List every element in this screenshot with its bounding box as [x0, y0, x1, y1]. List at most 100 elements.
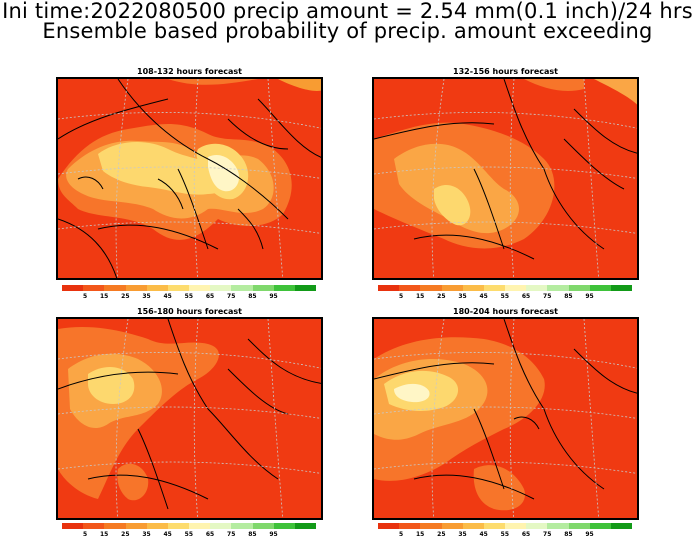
colorbar-label: 95 — [269, 531, 278, 538]
colorbar-swatch — [294, 285, 317, 291]
colorbar-swatch — [210, 523, 232, 529]
colorbar-swatch — [62, 523, 84, 529]
colorbar-label: 5 — [398, 293, 404, 300]
colorbar-swatch — [167, 523, 190, 529]
colorbar-swatch — [610, 285, 633, 291]
colorbar-swatch — [483, 285, 506, 291]
colorbar-swatch — [483, 523, 506, 529]
colorbar-4-swatches — [378, 523, 633, 529]
main-subtitle: Ensemble based probability of precip. am… — [42, 19, 653, 43]
colorbar-swatch — [83, 285, 105, 291]
colorbar-swatch — [189, 523, 211, 529]
colorbar-label: 75 — [227, 531, 236, 538]
colorbar-swatch — [252, 523, 274, 529]
main-title: Ini time:2022080500 precip amount = 2.54… — [2, 0, 693, 23]
colorbar-label: 45 — [479, 293, 488, 300]
colorbar-label: 75 — [543, 293, 552, 300]
colorbar-swatch — [378, 523, 400, 529]
colorbar-swatch — [210, 285, 232, 291]
colorbar-label: 45 — [163, 293, 172, 300]
colorbar-swatch — [104, 523, 126, 529]
colorbar-swatch — [462, 523, 484, 529]
colorbar-label: 55 — [500, 293, 510, 300]
colorbar-label: 35 — [458, 531, 467, 538]
panel-1-map-graphic — [58, 79, 321, 278]
colorbar-swatch — [125, 285, 147, 291]
colorbar-label: 25 — [121, 293, 130, 300]
colorbar-label: 65 — [521, 531, 531, 538]
colorbar-label: 95 — [269, 293, 278, 300]
colorbar-label: 35 — [458, 293, 467, 300]
panel-2-map — [372, 77, 639, 280]
colorbar-swatch — [589, 285, 611, 291]
colorbar-3-swatches — [62, 523, 317, 529]
colorbar-label: 5 — [82, 531, 88, 538]
colorbar-2: 5 15 25 35 45 55 65 75 85 95 — [378, 285, 633, 301]
colorbar-label: 65 — [205, 531, 215, 538]
colorbar-label: 45 — [163, 531, 172, 538]
colorbar-label: 65 — [205, 293, 215, 300]
colorbar-swatch — [62, 285, 84, 291]
colorbar-1: 5 15 25 35 45 55 65 75 85 95 — [62, 285, 317, 301]
colorbar-label: 5 — [398, 531, 404, 538]
colorbar-label: 85 — [564, 531, 573, 538]
colorbar-label: 55 — [500, 531, 510, 538]
colorbar-swatch — [610, 523, 633, 529]
colorbar-swatch — [273, 285, 295, 291]
colorbar-swatch — [589, 523, 611, 529]
colorbar-swatch — [568, 523, 590, 529]
colorbar-swatch — [104, 285, 126, 291]
colorbar-swatch — [526, 523, 548, 529]
colorbar-label: 25 — [437, 293, 446, 300]
colorbar-4-labels: 5 15 25 35 45 55 65 75 85 95 — [378, 531, 632, 539]
colorbar-swatch — [441, 285, 463, 291]
colorbar-swatch — [231, 523, 253, 529]
colorbar-label: 15 — [415, 531, 425, 538]
colorbar-label: 95 — [585, 531, 594, 538]
panel-2-title: 132-156 hours forecast — [453, 67, 558, 76]
colorbar-label: 15 — [99, 531, 109, 538]
colorbar-label: 75 — [543, 531, 552, 538]
colorbar-swatch — [568, 285, 590, 291]
panel-3-map — [56, 317, 323, 520]
colorbar-swatch — [146, 523, 168, 529]
colorbar-label: 85 — [248, 293, 257, 300]
colorbar-label: 15 — [99, 293, 109, 300]
colorbar-label: 15 — [415, 293, 425, 300]
colorbar-swatch — [441, 523, 463, 529]
colorbar-swatch — [547, 523, 569, 529]
colorbar-3-labels: 5 15 25 35 45 55 65 75 85 95 — [62, 531, 316, 539]
colorbar-swatch — [420, 523, 442, 529]
colorbar-3: 5 15 25 35 45 55 65 75 85 95 — [62, 523, 317, 539]
panel-2-map-graphic — [374, 79, 637, 278]
colorbar-label: 25 — [437, 531, 446, 538]
colorbar-label: 65 — [521, 293, 531, 300]
colorbar-label: 55 — [184, 293, 194, 300]
colorbar-swatch — [294, 523, 317, 529]
colorbar-swatch — [505, 285, 527, 291]
colorbar-swatch — [505, 523, 527, 529]
colorbar-label: 55 — [184, 531, 194, 538]
panel-4-map — [372, 317, 639, 520]
colorbar-label: 95 — [585, 293, 594, 300]
colorbar-swatch — [420, 285, 442, 291]
colorbar-swatch — [83, 523, 105, 529]
colorbar-1-labels: 5 15 25 35 45 55 65 75 85 95 — [62, 293, 316, 301]
colorbar-swatch — [399, 523, 421, 529]
colorbar-swatch — [547, 285, 569, 291]
colorbar-4: 5 15 25 35 45 55 65 75 85 95 — [378, 523, 633, 539]
colorbar-label: 85 — [248, 531, 257, 538]
colorbar-label: 75 — [227, 293, 236, 300]
colorbar-label: 85 — [564, 293, 573, 300]
colorbar-swatch — [378, 285, 400, 291]
colorbar-swatch — [125, 523, 147, 529]
panel-4-map-graphic — [374, 319, 637, 518]
colorbar-label: 25 — [121, 531, 130, 538]
colorbar-label: 35 — [142, 293, 151, 300]
colorbar-label: 5 — [82, 293, 88, 300]
colorbar-swatch — [231, 285, 253, 291]
colorbar-swatch — [462, 285, 484, 291]
colorbar-swatch — [399, 285, 421, 291]
colorbar-2-labels: 5 15 25 35 45 55 65 75 85 95 — [378, 293, 632, 301]
colorbar-2-swatches — [378, 285, 633, 291]
